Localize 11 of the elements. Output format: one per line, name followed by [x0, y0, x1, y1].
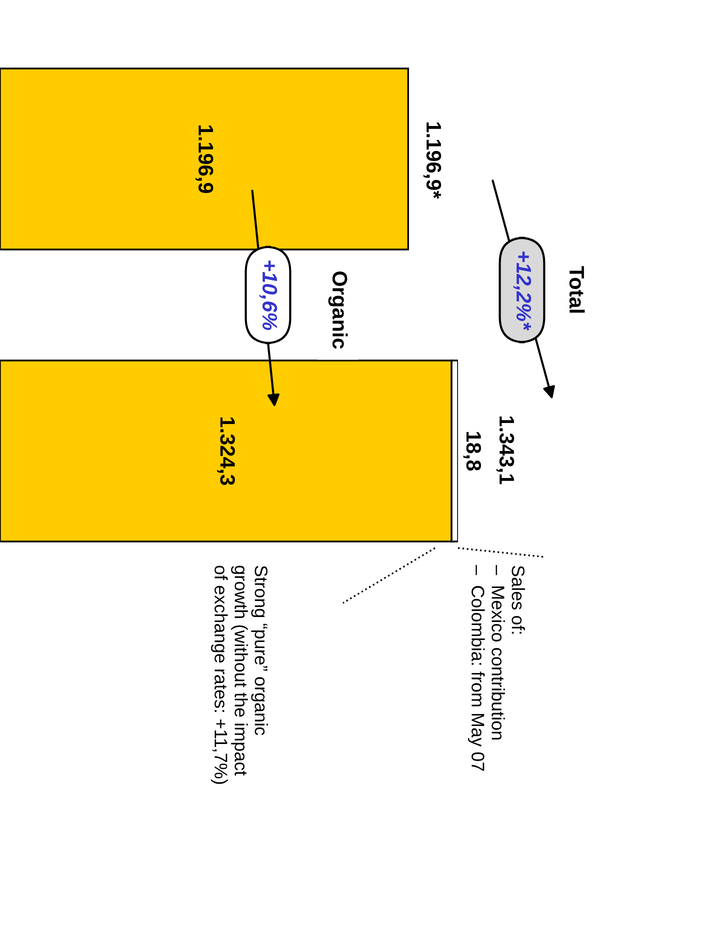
- annotation: Strong “pure” organic growth (without the impact of exchange rates: +11,7%): [210, 566, 268, 784]
- text: +12,2%*: [513, 252, 532, 330]
- data-label: 18,8: [463, 432, 482, 471]
- total-label: 1.196,9*: [423, 122, 442, 199]
- text: Total: [569, 266, 585, 313]
- annotation: +10,6%: [259, 260, 278, 330]
- total-label: 1.343,1: [496, 416, 514, 484]
- text: Sales of: – Mexico contribution – Colombia: from May 07: [468, 565, 525, 771]
- data-label: 1.196,9: [195, 126, 214, 193]
- data-label: 1.324,3: [217, 418, 235, 486]
- annotation: Organic: [328, 271, 348, 349]
